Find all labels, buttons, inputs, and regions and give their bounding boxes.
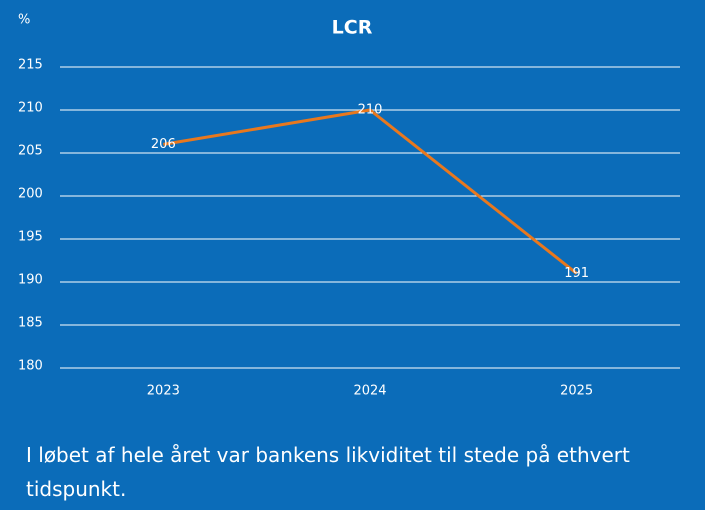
y-tick-label: 210: [18, 101, 43, 116]
y-tick-label: 200: [18, 187, 43, 202]
y-tick-label: 205: [18, 144, 43, 159]
x-tick-label: 2024: [353, 384, 386, 399]
y-tick-label: 195: [18, 230, 43, 245]
caption: I løbet af hele året var bankens likvidi…: [26, 443, 630, 501]
line-series: [163, 108, 578, 275]
chart-title: LCR: [332, 17, 373, 39]
chart: LCR % 180 185 190 195 200 205 210 215 2023 2024 20…: [18, 13, 680, 399]
y-tick-label: 185: [18, 316, 43, 331]
x-tick-label: 2023: [147, 384, 180, 399]
data-label: 210: [358, 103, 383, 118]
y-tick-label: 215: [18, 58, 43, 73]
data-label: 191: [564, 266, 589, 281]
y-tick-label: 190: [18, 273, 43, 288]
x-tick-label: 2025: [560, 384, 593, 399]
y-tick-label: 180: [18, 359, 43, 374]
y-axis-label: %: [18, 13, 30, 28]
data-label: 206: [151, 137, 176, 152]
